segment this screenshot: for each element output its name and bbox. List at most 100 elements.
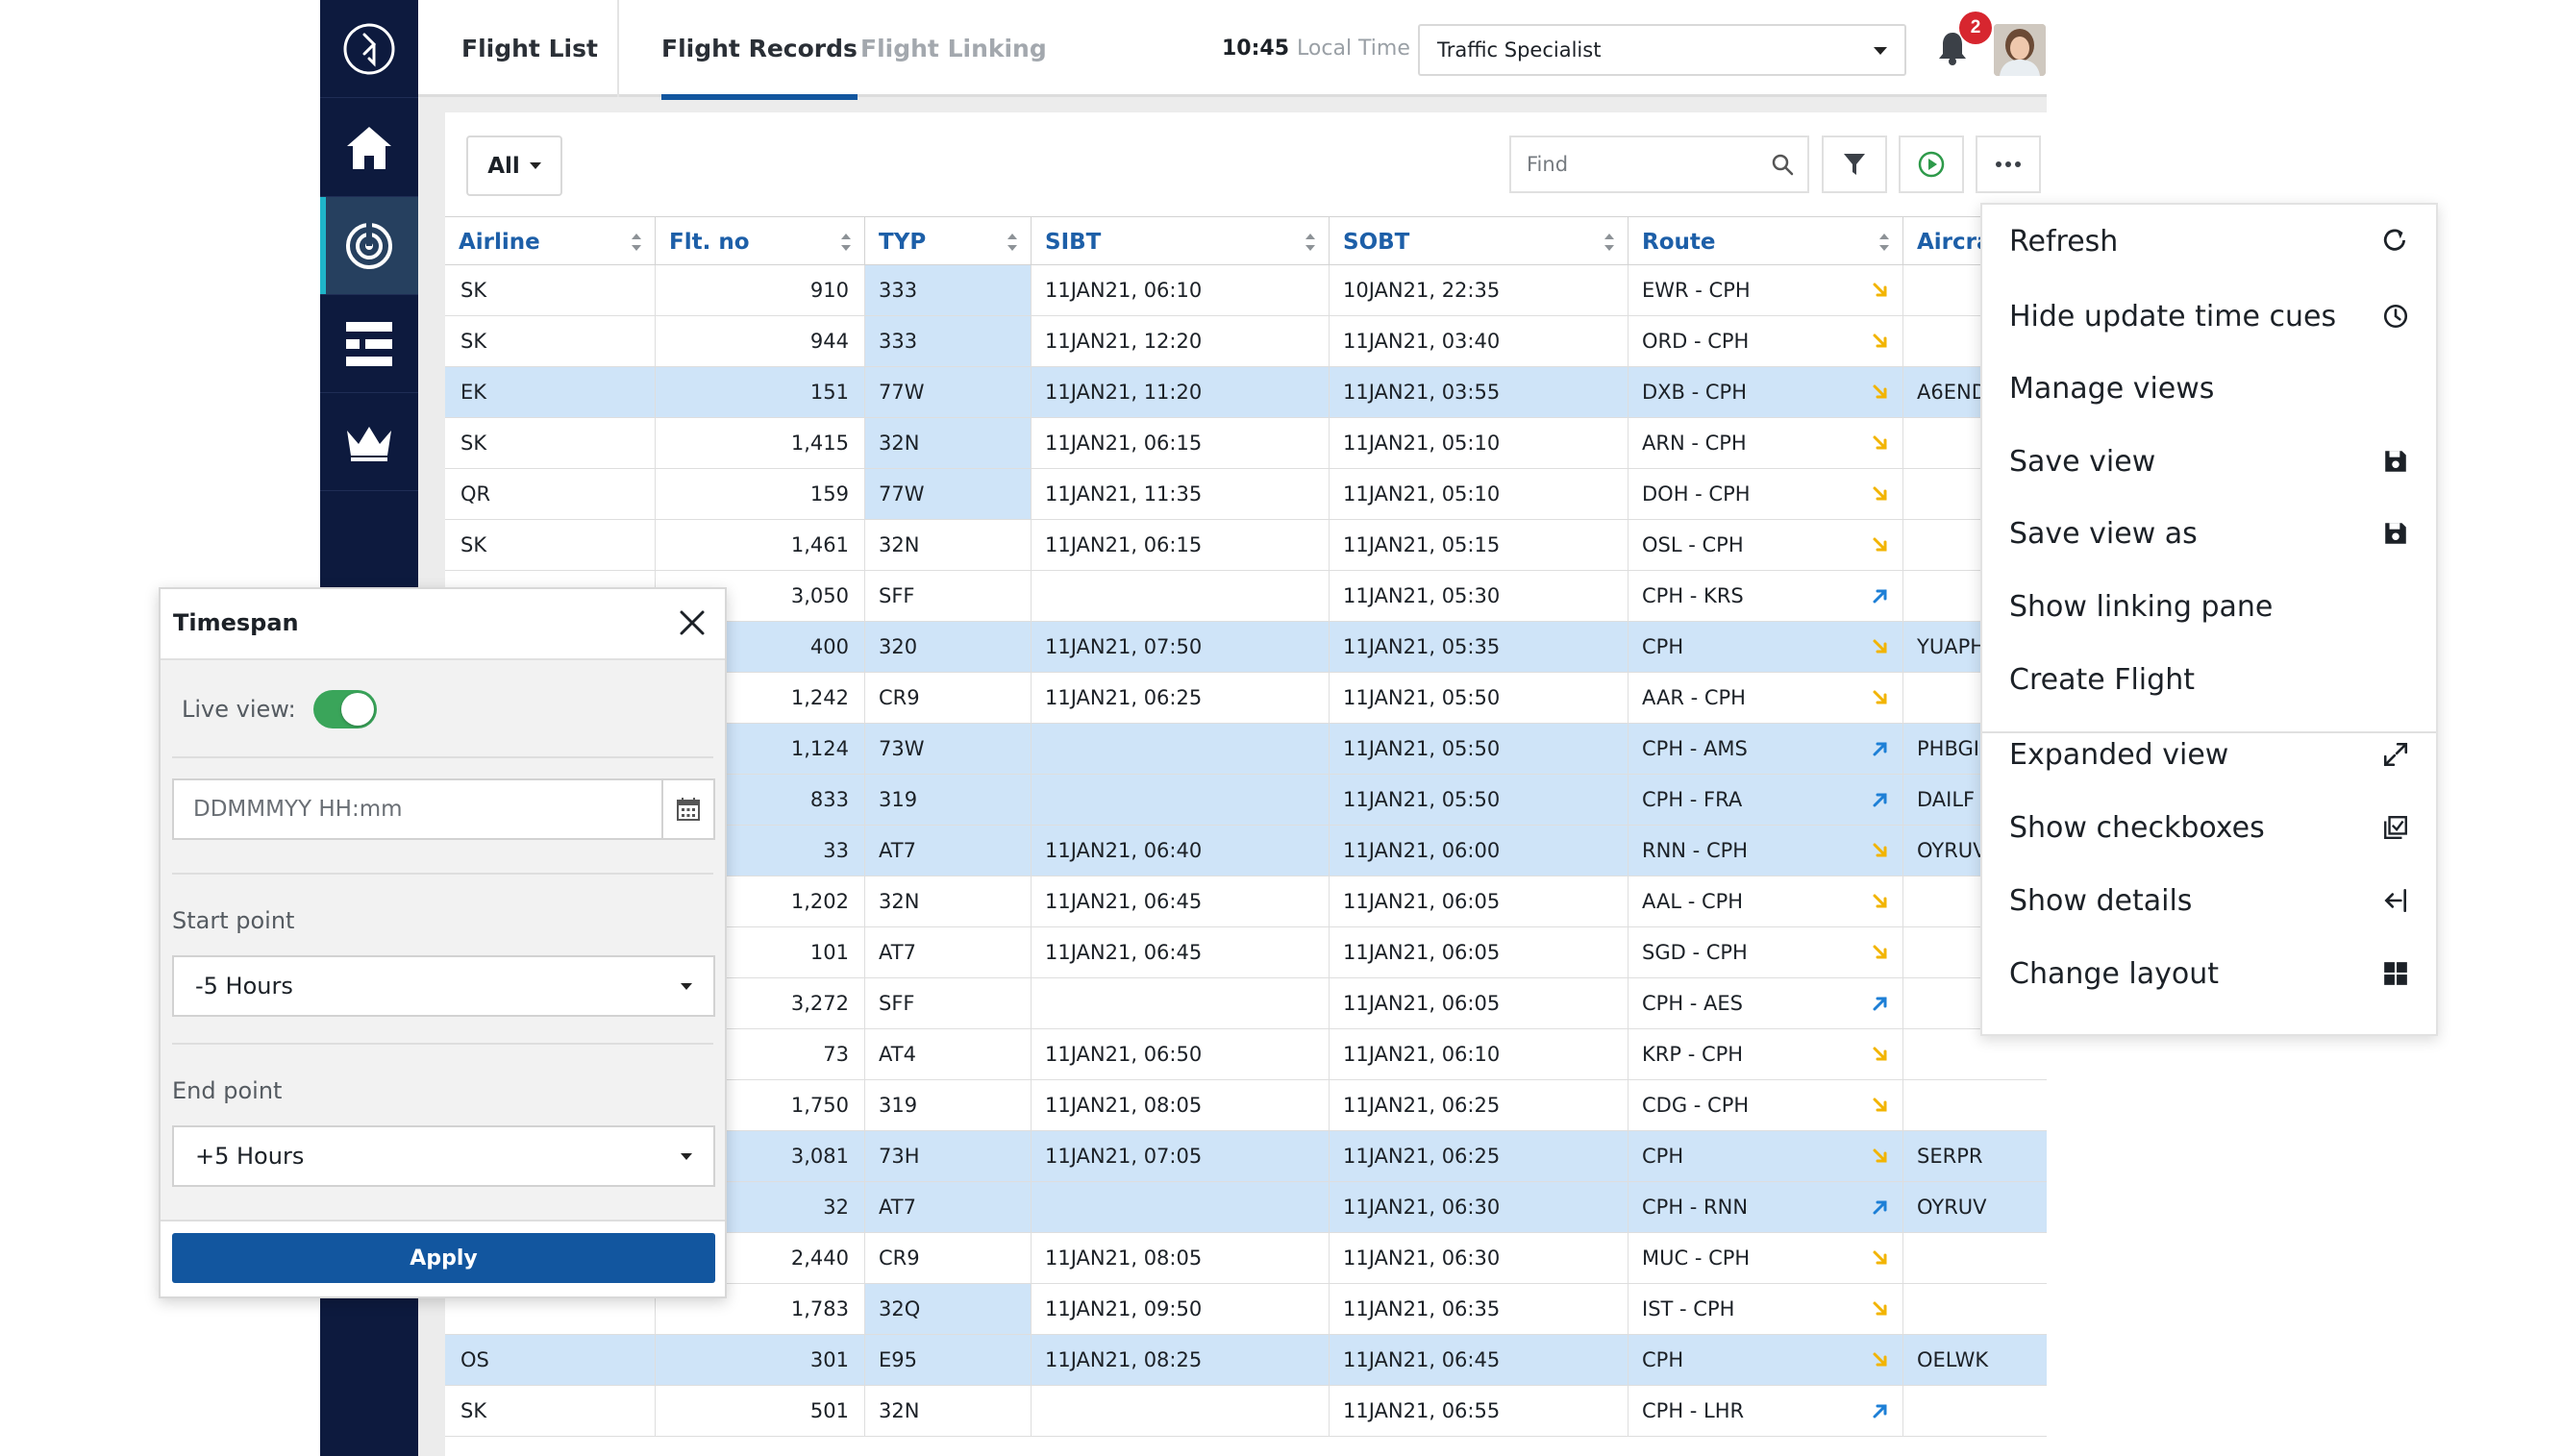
sort-icon[interactable] — [1604, 234, 1614, 251]
sort-icon[interactable] — [1879, 234, 1889, 251]
menu-item-manage-views[interactable]: Manage views — [1982, 352, 2436, 425]
avatar[interactable] — [1994, 24, 2046, 76]
sort-icon[interactable] — [841, 234, 851, 251]
table-row[interactable]: 1,242 CR9 11JAN21, 06:25 11JAN21, 05:50 AAR … — [445, 673, 2047, 724]
cell-text: 11JAN21, 06:45 — [1045, 941, 1203, 964]
column-header-label: Aircra — [1917, 229, 1992, 255]
filter-button[interactable] — [1822, 136, 1887, 193]
table-row[interactable]: EK 151 77W 11JAN21, 11:20 11JAN21, 03:55 DXB … — [445, 367, 2047, 418]
cell-text: EK — [460, 381, 487, 404]
cell-text: DAILF — [1917, 788, 1976, 811]
column-header-route-col[interactable]: Route — [1629, 217, 1903, 266]
live-view-toggle[interactable] — [312, 690, 377, 728]
end-point-select[interactable]: +5 Hours — [172, 1125, 715, 1187]
find-input[interactable]: Find — [1509, 136, 1809, 193]
calendar-button[interactable] — [661, 780, 713, 838]
column-header-aircraft-col[interactable]: Aircra — [1903, 217, 2047, 266]
column-header-flight-number-col[interactable]: Flt. no — [656, 217, 865, 266]
app-logo[interactable] — [320, 0, 418, 98]
filter-all-dropdown[interactable]: All — [466, 136, 562, 196]
table-row[interactable]: SK 944 333 11JAN21, 12:20 11JAN21, 03:40 ORD … — [445, 316, 2047, 367]
table-row[interactable]: SK 910 333 11JAN21, 06:10 10JAN21, 22:35 EWR … — [445, 265, 2047, 316]
table-row[interactable]: 101 AT7 11JAN21, 06:45 11JAN21, 06:05 SGD - … — [445, 927, 2047, 978]
table-row[interactable]: 1,750 319 11JAN21, 08:05 11JAN21, 06:25 CDG … — [445, 1080, 2047, 1131]
cell-text: A6END — [1917, 381, 1987, 404]
cell-text: 11JAN21, 06:30 — [1343, 1196, 1501, 1219]
cell-type-col: AT7 — [865, 927, 1032, 977]
column-header-label: SOBT — [1343, 229, 1410, 255]
cell-text: 11JAN21, 06:00 — [1343, 839, 1501, 862]
cell-route-col: MUC - CPH — [1629, 1233, 1903, 1283]
cell-sibt-col: 11JAN21, 08:05 — [1032, 1233, 1330, 1283]
end-point-value: +5 Hours — [195, 1143, 305, 1170]
table-row[interactable]: 2,440 CR9 11JAN21, 08:05 11JAN21, 06:30 MUC … — [445, 1233, 2047, 1284]
menu-item-refresh[interactable]: Refresh — [1982, 205, 2436, 278]
menu-item-change-layout[interactable]: Change layout — [1982, 937, 2436, 1010]
more-options-button[interactable] — [1976, 136, 2041, 193]
cell-text: SK — [460, 279, 487, 302]
sort-icon[interactable] — [1305, 234, 1315, 251]
cell-text: 11JAN21, 08:05 — [1045, 1094, 1203, 1117]
date-placeholder: DDMMMYY HH:mm — [193, 797, 403, 822]
cell-text: 11JAN21, 07:05 — [1045, 1145, 1203, 1168]
cell-text: 3,272 — [790, 992, 849, 1015]
bell-icon[interactable] — [1938, 31, 1967, 65]
cell-type-col: 320 — [865, 622, 1032, 672]
column-header-airline-col[interactable]: Airline — [445, 217, 656, 266]
table-row[interactable]: 1,783 32Q 11JAN21, 09:50 11JAN21, 06:35 IST … — [445, 1284, 2047, 1335]
menu-item-save-view[interactable]: Save view — [1982, 425, 2436, 498]
table-row[interactable]: 1,202 32N 11JAN21, 06:45 11JAN21, 06:05 AAL … — [445, 876, 2047, 927]
play-button[interactable] — [1899, 136, 1964, 193]
tab-flight-records[interactable]: Flight Records — [661, 0, 858, 100]
cell-sobt-col: 11JAN21, 06:10 — [1330, 1029, 1629, 1079]
sort-icon[interactable] — [1007, 234, 1017, 251]
cell-text: 11JAN21, 06:45 — [1045, 890, 1203, 913]
table-row[interactable]: OS 301 E95 11JAN21, 08:25 11JAN21, 06:45 CPH O… — [445, 1335, 2047, 1386]
sidebar-item-home[interactable] — [320, 99, 418, 197]
table-row[interactable]: SK 1,415 32N 11JAN21, 06:15 11JAN21, 05:10 AR… — [445, 418, 2047, 469]
sort-icon[interactable] — [632, 234, 641, 251]
menu-item-show-details[interactable]: Show details — [1982, 864, 2436, 937]
menu-item-show-checkboxes[interactable]: Show checkboxes — [1982, 791, 2436, 864]
start-point-select[interactable]: -5 Hours — [172, 955, 715, 1017]
role-select[interactable]: Traffic Specialist — [1418, 24, 1906, 76]
cell-route-col: ORD - CPH — [1629, 316, 1903, 366]
menu-item-create-flight[interactable]: Create Flight — [1982, 643, 2436, 716]
app-window: Flight List Flight Records Flight Linkin… — [320, 0, 2047, 1456]
cell-sobt-col: 11JAN21, 05:50 — [1330, 673, 1629, 723]
table-row[interactable]: 3,050 SFF 11JAN21, 05:30 CPH - KRS — [445, 571, 2047, 622]
menu-item-show-linking-pane[interactable]: Show linking pane — [1982, 570, 2436, 643]
close-icon[interactable] — [678, 608, 707, 637]
menu-item-label: Show checkboxes — [2009, 810, 2265, 845]
table-row[interactable]: 3,272 SFF 11JAN21, 06:05 CPH - AES — [445, 978, 2047, 1029]
table-row[interactable]: 73 AT4 11JAN21, 06:50 11JAN21, 06:10 KRP - C… — [445, 1029, 2047, 1080]
arrival-arrow-icon — [1873, 283, 1887, 297]
menu-item-save-view-as[interactable]: Save view as — [1982, 497, 2436, 570]
tab-flight-list[interactable]: Flight List — [461, 0, 598, 97]
cell-sobt-col: 10JAN21, 22:35 — [1330, 265, 1629, 315]
home-icon — [347, 126, 391, 169]
menu-item-expanded-view[interactable]: Expanded view — [1982, 718, 2436, 791]
sidebar-item-list[interactable] — [320, 295, 418, 393]
tab-flight-linking[interactable]: Flight Linking — [860, 0, 1047, 97]
apply-button[interactable]: Apply — [172, 1233, 715, 1283]
table-row[interactable]: QR 159 77W 11JAN21, 11:35 11JAN21, 05:10 DOH … — [445, 469, 2047, 520]
sidebar-item-admin[interactable] — [320, 393, 418, 491]
arrival-arrow-icon — [1873, 384, 1887, 399]
column-header-label: Flt. no — [669, 229, 750, 255]
cell-type-col: AT4 — [865, 1029, 1032, 1079]
cell-text: 1,415 — [790, 432, 849, 455]
menu-item-hide-update-time-cues[interactable]: Hide update time cues — [1982, 280, 2436, 353]
table-row[interactable]: SK 1,461 32N 11JAN21, 06:15 11JAN21, 05:15 OS… — [445, 520, 2047, 571]
date-time-input[interactable]: DDMMMYY HH:mm — [172, 778, 715, 840]
table-row[interactable]: SK 501 32N 11JAN21, 06:55 CPH - LHR — [445, 1386, 2047, 1437]
column-header-sobt-col[interactable]: SOBT — [1330, 217, 1629, 266]
column-header-type-col[interactable]: TYP — [865, 217, 1032, 266]
cell-flight-number-col: 1,783 — [656, 1284, 865, 1334]
cell-route-col: CPH - AMS — [1629, 724, 1903, 774]
sidebar-item-radar[interactable] — [320, 197, 418, 295]
cell-text: OS — [460, 1348, 489, 1371]
column-header-sibt-col[interactable]: SIBT — [1032, 217, 1330, 266]
cell-text: AT7 — [879, 941, 916, 964]
cell-text: 11JAN21, 06:10 — [1045, 279, 1203, 302]
